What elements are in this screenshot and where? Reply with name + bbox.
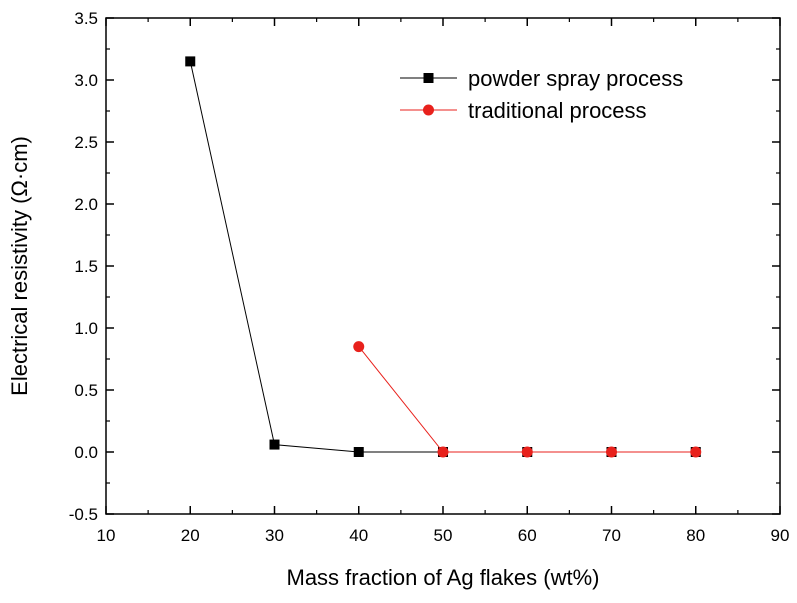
data-point: [690, 446, 702, 458]
y-axis-title: Electrical resistivity (Ω·cm): [7, 136, 32, 396]
legend-label: traditional process: [468, 98, 647, 123]
data-point: [269, 439, 280, 450]
x-tick-label: 40: [349, 526, 368, 545]
data-point: [437, 446, 449, 458]
legend-marker: [423, 73, 434, 83]
x-tick-label: 10: [97, 526, 116, 545]
x-tick-label: 70: [602, 526, 621, 545]
data-point: [606, 446, 617, 458]
series-layer: [185, 56, 702, 458]
legend-marker: [423, 104, 434, 116]
y-tick-label: 2.0: [74, 195, 98, 214]
series-1: [353, 341, 702, 458]
legend: powder spray process traditional process: [400, 66, 683, 123]
y-tick-label: -0.5: [69, 505, 98, 524]
y-tick-label: 1.5: [74, 257, 98, 276]
x-tick-label: 50: [434, 526, 453, 545]
x-tick-label: 90: [771, 526, 790, 545]
series-line: [358, 346, 696, 453]
y-tick-label: 2.5: [74, 133, 98, 152]
data-point: [353, 447, 364, 457]
axis-ticks: 10 20 30 40 50 60 70 80 90 -0.5 0.0 0.5 1.0 1.5 2.0 2.5…: [69, 9, 790, 545]
data-point: [185, 56, 196, 67]
y-tick-label: 0.5: [74, 381, 98, 400]
legend-item: traditional process: [400, 98, 647, 123]
x-axis-title: Mass fraction of Ag flakes (wt%): [287, 565, 600, 590]
y-tick-label: 3.0: [74, 71, 98, 90]
plot-frame: [105, 17, 781, 515]
y-tick-label: 3.5: [74, 9, 98, 28]
x-tick-label: 20: [181, 526, 200, 545]
data-point: [353, 341, 365, 353]
x-tick-label: 30: [265, 526, 284, 545]
legend-label: powder spray process: [468, 66, 683, 91]
x-tick-label: 80: [686, 526, 705, 545]
y-tick-label: 0.0: [74, 443, 98, 462]
x-tick-label: 60: [518, 526, 537, 545]
y-tick-label: 1.0: [74, 319, 98, 338]
data-point: [521, 446, 533, 458]
legend-item: powder spray process: [400, 66, 683, 91]
